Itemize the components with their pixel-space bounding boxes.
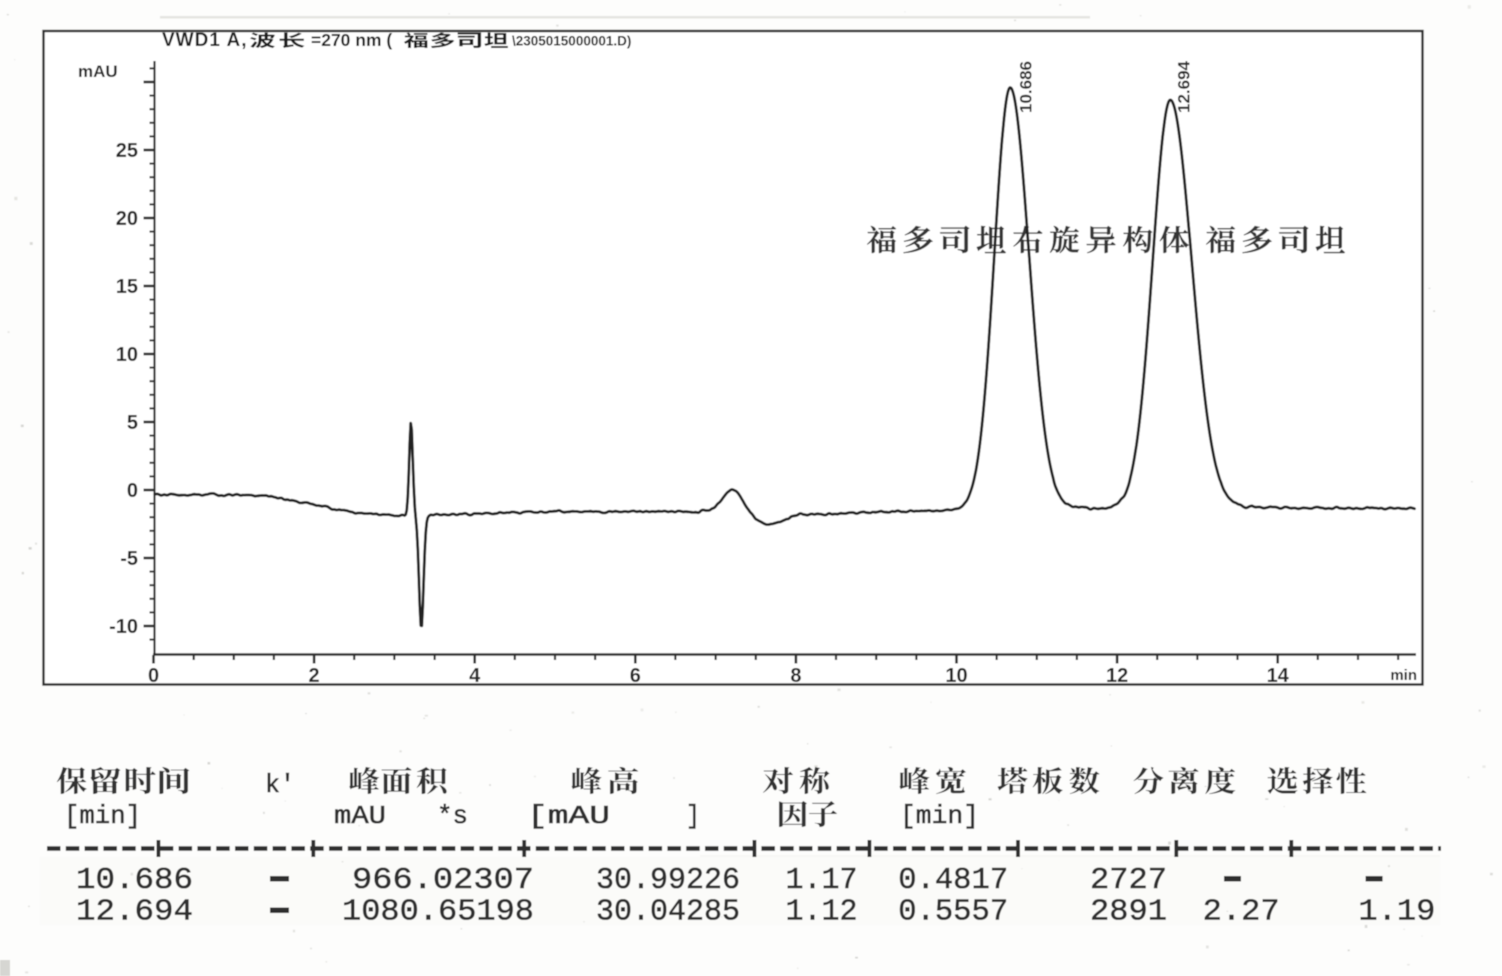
svg-text:14: 14 bbox=[1267, 665, 1290, 687]
svg-text:25: 25 bbox=[116, 140, 138, 162]
svg-text:min: min bbox=[1390, 667, 1417, 684]
svg-text:4: 4 bbox=[469, 665, 481, 687]
svg-text:*s: *s bbox=[437, 801, 468, 831]
svg-text:10: 10 bbox=[116, 344, 138, 366]
svg-text:-10: -10 bbox=[109, 616, 138, 638]
svg-text:=270 nm (: =270 nm ( bbox=[311, 30, 392, 50]
svg-text:[mAU: [mAU bbox=[527, 801, 610, 831]
svg-text:[min]: [min] bbox=[64, 801, 141, 831]
svg-text:k': k' bbox=[265, 770, 295, 800]
svg-text:2727: 2727 bbox=[1090, 863, 1167, 898]
svg-text:12: 12 bbox=[1106, 665, 1128, 687]
svg-text:10.686: 10.686 bbox=[76, 863, 193, 898]
svg-text:10: 10 bbox=[945, 665, 967, 687]
svg-text:6: 6 bbox=[630, 665, 641, 687]
svg-text:1.12: 1.12 bbox=[786, 895, 858, 930]
svg-text:2891: 2891 bbox=[1090, 895, 1167, 930]
svg-text:2.27: 2.27 bbox=[1203, 895, 1280, 930]
svg-text:966.02307: 966.02307 bbox=[352, 863, 534, 898]
svg-text:0.4817: 0.4817 bbox=[898, 863, 1008, 898]
svg-text:30.04285: 30.04285 bbox=[596, 895, 740, 930]
svg-text:1.19: 1.19 bbox=[1358, 895, 1435, 930]
svg-text:8: 8 bbox=[790, 665, 801, 687]
svg-text:0: 0 bbox=[148, 665, 159, 687]
svg-text:2: 2 bbox=[309, 665, 320, 687]
svg-text:10.686: 10.686 bbox=[1017, 61, 1036, 113]
svg-text:0: 0 bbox=[127, 480, 138, 502]
svg-text:30.99226: 30.99226 bbox=[596, 863, 740, 898]
svg-text:VWD1 A,: VWD1 A, bbox=[162, 30, 247, 51]
svg-text:5: 5 bbox=[127, 412, 138, 434]
svg-text:-5: -5 bbox=[120, 548, 138, 570]
svg-text:mAU: mAU bbox=[334, 801, 386, 831]
svg-text:\2305015000001.D): \2305015000001.D) bbox=[512, 34, 631, 49]
svg-text:1080.65198: 1080.65198 bbox=[342, 895, 534, 930]
svg-text:mAU: mAU bbox=[78, 62, 118, 81]
svg-text:20: 20 bbox=[116, 208, 138, 230]
svg-text:[min]: [min] bbox=[900, 801, 979, 831]
svg-text:0.5557: 0.5557 bbox=[898, 895, 1008, 930]
svg-text:12.694: 12.694 bbox=[76, 895, 193, 930]
svg-text:15: 15 bbox=[116, 276, 138, 298]
svg-text:1.17: 1.17 bbox=[786, 863, 858, 898]
svg-text:]: ] bbox=[686, 801, 700, 831]
svg-text:12.694: 12.694 bbox=[1175, 60, 1194, 113]
